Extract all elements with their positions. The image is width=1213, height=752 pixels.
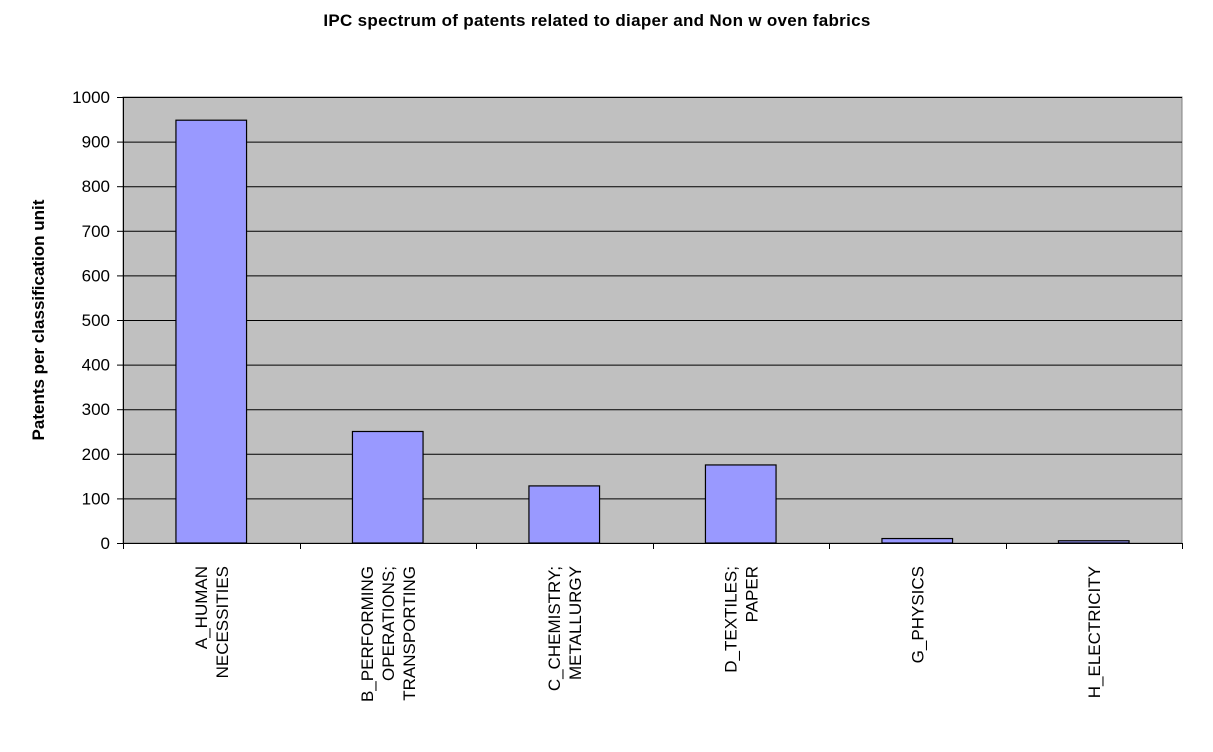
x-tick-label: B_PERFORMING (358, 566, 377, 702)
x-tick-label: C_CHEMISTRY; (545, 566, 564, 691)
x-tick-label: PAPER (742, 566, 761, 622)
y-tick-label: 800 (82, 177, 110, 196)
y-tick-label: 300 (82, 400, 110, 419)
y-tick-label: 100 (82, 489, 110, 508)
bar (704, 464, 777, 544)
y-tick-label: 900 (82, 133, 110, 152)
x-tick-label: METALLURGY (566, 566, 585, 680)
bar (175, 119, 248, 544)
bar (528, 485, 601, 544)
y-tick-label: 600 (82, 266, 110, 285)
y-tick-label: 1000 (72, 88, 110, 107)
x-tick-label: OPERATIONS; (379, 566, 398, 681)
bar (1057, 540, 1130, 544)
chart-title: IPC spectrum of patents related to diape… (323, 11, 870, 30)
x-tick-label: A_HUMAN (192, 566, 211, 649)
x-tick-label: G_PHYSICS (908, 566, 927, 663)
x-tick-label: H_ELECTRICITY (1085, 566, 1104, 698)
x-tick-label: D_TEXTILES; (721, 566, 740, 673)
y-tick-label: 500 (82, 311, 110, 330)
x-tick-label: NECESSITIES (213, 566, 232, 678)
y-tick-label: 700 (82, 222, 110, 241)
bar (351, 430, 424, 544)
y-axis-label: Patents per classification unit (29, 199, 48, 440)
y-tick-label: 200 (82, 445, 110, 464)
y-tick-label: 0 (101, 534, 110, 553)
y-tick-label: 400 (82, 356, 110, 375)
x-tick-label: TRANSPORTING (400, 566, 419, 701)
bar (881, 537, 954, 544)
